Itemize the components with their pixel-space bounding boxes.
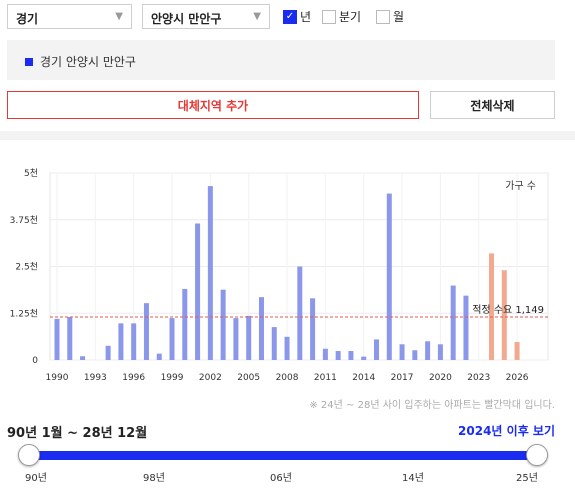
- slider-tick-label: 98년: [143, 473, 165, 484]
- bar: [386, 193, 392, 360]
- bar: [246, 315, 252, 360]
- reference-line-label: 적정 수요 1,149: [472, 304, 544, 316]
- bar: [105, 345, 111, 360]
- selected-region-label: 경기 안양시 만안구: [40, 55, 136, 69]
- checkbox-empty-icon: [376, 9, 390, 24]
- y-tick-label: 2.5천: [15, 262, 38, 273]
- x-tick-label: 1993: [84, 373, 107, 383]
- x-tick-label: 2011: [314, 373, 337, 383]
- bar: [489, 253, 495, 360]
- chevron-down-icon: ▼: [115, 11, 123, 22]
- bar: [258, 297, 264, 360]
- check-icon: ✓: [283, 9, 297, 24]
- range-label: 90년 1월 ~ 28년 12월: [7, 426, 148, 441]
- x-tick-label: 2020: [429, 373, 452, 383]
- x-tick-label: 2002: [199, 373, 222, 383]
- x-tick-label: 2026: [506, 373, 529, 383]
- district-select-value: 안양시 만안구: [151, 12, 222, 26]
- selected-region-item[interactable]: 경기 안양시 만안구: [25, 53, 136, 70]
- slider-tick-label: 90년: [25, 473, 47, 484]
- bar: [80, 356, 86, 360]
- x-tick-label: 1996: [122, 373, 145, 383]
- province-select-value: 경기: [16, 12, 39, 26]
- bar: [361, 356, 367, 360]
- x-tick-label: 2017: [391, 373, 414, 383]
- range-slider-end-handle[interactable]: [526, 444, 548, 466]
- bar: [195, 223, 201, 360]
- x-tick-label: 1999: [161, 373, 184, 383]
- bar: [335, 351, 341, 360]
- checkbox-empty-icon: [322, 9, 336, 24]
- bar: [463, 295, 469, 360]
- bar: [156, 353, 162, 360]
- bar: [514, 342, 520, 360]
- y-tick-label: 5천: [24, 168, 38, 179]
- bar: [284, 336, 290, 360]
- bar: [54, 318, 60, 360]
- bar: [437, 344, 443, 360]
- period-month-label: 월: [393, 10, 405, 24]
- bar: [310, 298, 316, 360]
- province-select[interactable]: 경기 ▼: [7, 4, 132, 29]
- bar: [399, 344, 405, 360]
- bar: [374, 339, 379, 360]
- slider-tick-label: 06년: [270, 473, 292, 484]
- selected-region-panel: 경기 안양시 만안구: [7, 40, 555, 80]
- delete-all-button[interactable]: 전체삭제: [430, 91, 555, 119]
- chevron-down-icon: ▼: [253, 11, 261, 22]
- section-divider: [0, 131, 575, 140]
- y-tick-label: 3.75천: [10, 215, 38, 226]
- period-quarter-checkbox[interactable]: 분기: [322, 8, 361, 25]
- x-tick-label: 2005: [237, 373, 260, 383]
- bar: [501, 270, 507, 360]
- bar: [297, 266, 303, 360]
- bar: [450, 285, 456, 360]
- bar: [348, 351, 354, 360]
- x-tick-label: 2008: [276, 373, 299, 383]
- bar: [143, 303, 149, 360]
- slider-tick-label: 25년: [516, 473, 538, 484]
- after-2024-link[interactable]: 2024년 이후 보기: [458, 424, 555, 438]
- period-month-checkbox[interactable]: 월: [376, 8, 404, 25]
- y-tick-label: 0: [32, 356, 38, 366]
- bar: [412, 350, 418, 360]
- legend-square-icon: [25, 57, 33, 66]
- bar: [425, 341, 431, 360]
- bar: [207, 186, 213, 360]
- bar: [220, 289, 226, 360]
- period-year-checkbox[interactable]: ✓ 년: [283, 8, 311, 25]
- bar: [131, 323, 137, 360]
- chart-note: ※ 24년 ~ 28년 사이 입주하는 아파트는 빨간막대 입니다.: [309, 400, 555, 411]
- add-region-button[interactable]: 대체지역 추가: [7, 91, 419, 119]
- y-tick-label: 1.25천: [10, 308, 38, 319]
- bar: [169, 318, 175, 360]
- x-tick-label: 2023: [467, 373, 490, 383]
- bar: [67, 316, 73, 360]
- range-slider-start-handle[interactable]: [18, 444, 40, 466]
- x-tick-label: 2014: [352, 373, 375, 383]
- bar: [182, 288, 188, 360]
- bar: [118, 323, 124, 360]
- range-slider-track[interactable]: [28, 451, 537, 460]
- district-select[interactable]: 안양시 만안구 ▼: [142, 4, 270, 29]
- series-label: 가구 수: [505, 180, 536, 192]
- x-tick-label: 1990: [46, 373, 69, 383]
- bar: [322, 348, 328, 360]
- bar: [271, 327, 277, 360]
- period-year-label: 년: [300, 10, 312, 24]
- period-quarter-label: 분기: [339, 10, 362, 24]
- slider-tick-label: 14년: [402, 473, 424, 484]
- bar: [233, 318, 239, 360]
